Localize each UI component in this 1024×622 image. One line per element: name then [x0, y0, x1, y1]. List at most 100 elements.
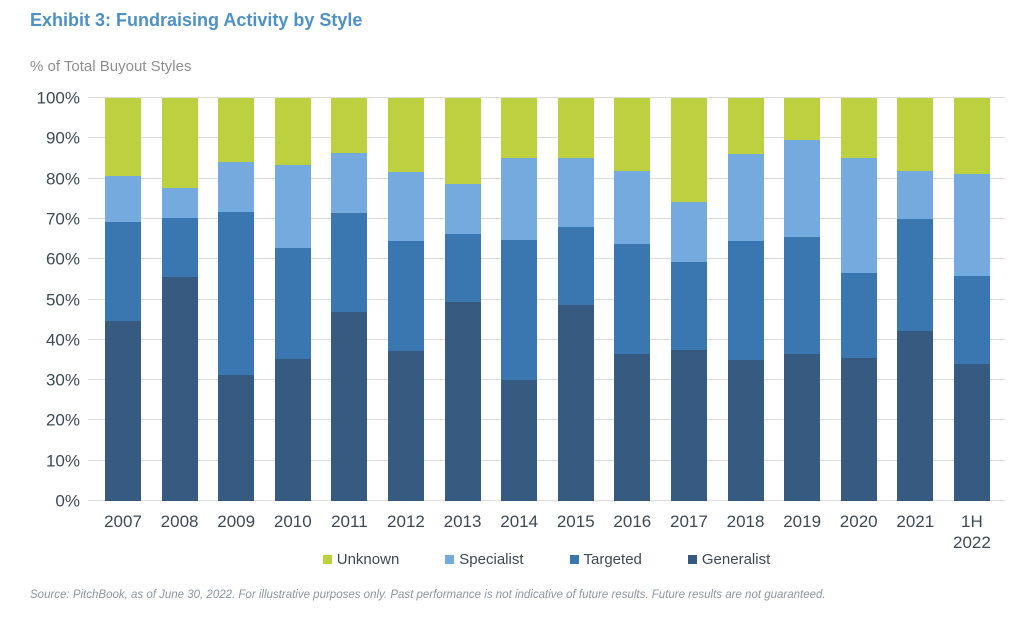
x-tick-cell: 2015 — [556, 511, 595, 531]
bar-segment-generalist — [897, 330, 934, 501]
legend: Unknown Specialist Targeted Generalist — [88, 551, 1005, 568]
x-tick-cell: 2012 — [387, 511, 425, 531]
legend-label: Unknown — [336, 551, 400, 568]
legend-item-generalist: Generalist — [687, 551, 771, 568]
bar-segment-specialist — [501, 157, 538, 241]
bar-segment-targeted — [105, 221, 141, 322]
x-tick-label: 2008 — [160, 512, 199, 531]
bar-segment-targeted — [161, 217, 198, 277]
legend-label: Generalist — [701, 551, 771, 568]
x-tick-label: 2007 — [104, 512, 142, 531]
bar-segment-targeted — [897, 219, 934, 331]
gridline — [88, 500, 1005, 501]
bar-segment-specialist — [105, 175, 141, 222]
bar-segment-generalist — [953, 363, 990, 501]
targeted-swatch-icon — [569, 555, 579, 564]
y-tick-label: 100% — [36, 88, 80, 108]
x-tick-cell: 2011 — [331, 511, 368, 531]
bar-segment-unknown — [387, 98, 424, 172]
x-tick-cell: 2018 — [726, 511, 765, 531]
x-tick-label: 2009 — [217, 512, 256, 531]
bar-segment-generalist — [727, 359, 764, 501]
gridline — [88, 258, 1005, 260]
x-tick-cell: 2016 — [613, 511, 652, 531]
bar-2015 — [557, 98, 594, 501]
bar-2010 — [274, 98, 311, 501]
bar-2009 — [218, 98, 255, 501]
bar-segment-targeted — [387, 241, 424, 352]
gridline — [88, 97, 1005, 98]
y-tick-label: 90% — [45, 128, 80, 148]
bar-segment-targeted — [331, 212, 368, 313]
x-tick-cell: 2019 — [783, 511, 821, 531]
x-tick-label: 2018 — [726, 512, 765, 531]
y-tick-label: 40% — [45, 330, 80, 350]
bar-segment-unknown — [501, 98, 538, 158]
bar-segment-specialist — [557, 158, 594, 227]
x-tick-cell: 2017 — [670, 511, 708, 531]
specialist-swatch-icon — [445, 555, 455, 564]
x-tick-label: 2016 — [613, 512, 652, 531]
x-tick-cell: 2014 — [500, 511, 538, 531]
gridlines — [88, 97, 1005, 501]
x-tick-label: 2013 — [443, 512, 482, 531]
bar-2020 — [840, 98, 877, 501]
bar-segment-specialist — [161, 188, 198, 218]
y-axis-title: % of Total Buyout Styles — [30, 58, 192, 75]
bar-segment-specialist — [727, 154, 764, 241]
gridline — [88, 379, 1005, 381]
bar-segment-specialist — [670, 201, 707, 262]
y-tick-label: 10% — [45, 451, 80, 471]
gridline — [88, 419, 1005, 421]
y-tick-label: 0% — [55, 491, 80, 511]
x-tick-cell: 2020 — [839, 511, 878, 531]
x-tick-cell: 2021 — [896, 511, 934, 531]
legend-label: Targeted — [583, 551, 642, 568]
x-tick-label: 2010 — [273, 512, 312, 531]
bar-1h-2022 — [953, 98, 990, 501]
bar-segment-generalist — [387, 351, 424, 501]
bar-2013 — [444, 98, 481, 501]
bar-segment-generalist — [557, 304, 594, 501]
bar-segment-specialist — [218, 161, 255, 213]
x-tick-cell: 2010 — [273, 511, 312, 531]
bars-container — [88, 98, 1005, 501]
bar-segment-specialist — [331, 153, 368, 213]
bar-segment-generalist — [218, 375, 255, 501]
bar-2007 — [105, 98, 141, 501]
bar-2021 — [897, 98, 934, 501]
bar-2016 — [614, 98, 651, 501]
x-tick-cell: 1H 2022 — [953, 511, 991, 552]
bar-2014 — [501, 98, 538, 501]
x-tick-label: 2017 — [670, 512, 708, 531]
bar-segment-targeted — [614, 244, 651, 355]
bar-segment-specialist — [444, 184, 481, 234]
legend-item-unknown: Unknown — [322, 551, 400, 568]
bar-segment-generalist — [614, 354, 651, 501]
bar-segment-specialist — [387, 171, 424, 242]
bar-segment-specialist — [614, 170, 651, 245]
bar-2012 — [387, 98, 424, 501]
bar-segment-targeted — [557, 226, 594, 305]
bar-2018 — [727, 98, 764, 501]
bar-segment-unknown — [670, 98, 707, 202]
page-title: Exhibit 3: Fundraising Activity by Style — [30, 10, 363, 30]
gridline — [88, 459, 1005, 461]
bar-segment-generalist — [274, 359, 311, 501]
bar-2011 — [331, 98, 368, 501]
x-tick-label: 2012 — [387, 512, 425, 531]
x-tick-label: 2020 — [839, 512, 878, 531]
bar-segment-specialist — [784, 139, 821, 238]
bar-segment-generalist — [331, 312, 368, 501]
x-tick-label: 2011 — [331, 512, 368, 531]
x-tick-cell: 2008 — [160, 511, 199, 531]
x-tick-label: 2015 — [556, 512, 595, 531]
bar-segment-generalist — [105, 321, 141, 501]
bar-segment-unknown — [840, 98, 877, 159]
bar-segment-unknown — [105, 98, 141, 176]
bar-segment-generalist — [840, 358, 877, 501]
bar-segment-unknown — [897, 98, 934, 171]
bar-segment-targeted — [784, 237, 821, 354]
bar-segment-unknown — [953, 98, 990, 175]
